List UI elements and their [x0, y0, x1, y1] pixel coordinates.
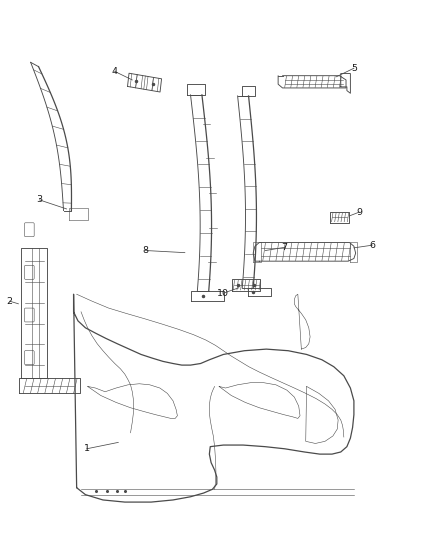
Text: 10: 10	[217, 289, 230, 297]
Text: 1: 1	[84, 445, 90, 453]
Text: 8: 8	[142, 246, 148, 255]
Text: 3: 3	[36, 196, 42, 204]
Text: 9: 9	[356, 208, 362, 216]
Text: 6: 6	[369, 241, 375, 249]
Text: 5: 5	[351, 64, 357, 72]
Text: 4: 4	[112, 67, 118, 76]
Text: 2: 2	[7, 297, 13, 305]
Text: 7: 7	[282, 243, 288, 252]
